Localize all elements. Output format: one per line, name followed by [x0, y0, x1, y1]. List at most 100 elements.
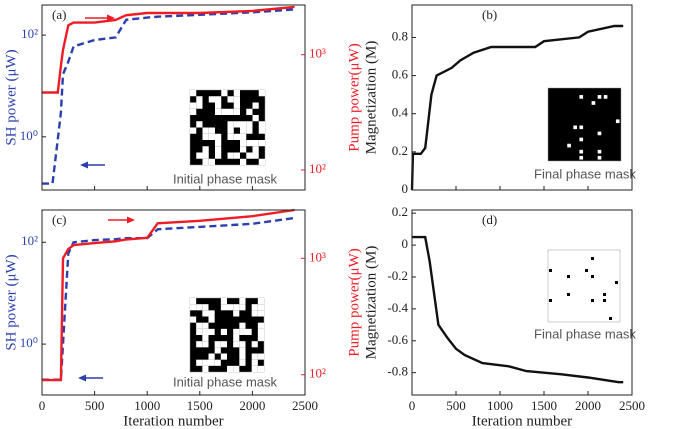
mask-pixel — [196, 102, 203, 109]
mask-pixel — [257, 304, 264, 311]
plot-frame — [41, 209, 306, 396]
mask-pixel — [251, 341, 258, 348]
mask-pixel — [220, 353, 227, 360]
mask-pixel — [258, 127, 265, 134]
y2-tick-label: 10² — [309, 366, 326, 381]
mask-pixel — [208, 127, 215, 134]
x-axis-label: Iteration number — [123, 413, 223, 429]
y-axis-label: Magnetization (M) — [363, 246, 379, 360]
mask-pixel — [202, 335, 209, 342]
mask-pixel — [245, 328, 252, 335]
mask-pixel — [579, 137, 584, 142]
mask-pixel — [190, 127, 197, 134]
mask-pixel — [233, 108, 240, 115]
mask-pixel — [227, 127, 234, 134]
mask-pixel — [233, 102, 240, 109]
panel-label: (a) — [52, 7, 66, 22]
mask-pixel — [202, 310, 209, 317]
mask-pixel — [220, 298, 227, 305]
y-axis-label: SH power (μW) — [3, 254, 19, 350]
mask-pixel — [579, 149, 584, 154]
mask-pixel — [252, 115, 259, 122]
mask-pixel — [257, 298, 264, 305]
mask-pixel — [202, 152, 209, 159]
mask-pixel — [567, 293, 570, 296]
panel-label: (b) — [482, 7, 497, 22]
mask-pixel — [239, 347, 246, 354]
mask-pixel — [208, 96, 215, 103]
plot-frame — [41, 4, 306, 191]
mask-pixel — [233, 152, 240, 159]
mask-pixel — [258, 140, 265, 147]
y-tick-label: 0.8 — [392, 28, 408, 43]
mask-pixel — [196, 359, 203, 366]
mask-pixel — [603, 299, 606, 302]
mask-pixel — [251, 365, 258, 372]
y-tick-label: 0.2 — [392, 143, 408, 158]
mask-pixel — [233, 365, 240, 372]
mask-pixel — [190, 298, 197, 305]
mask-pixel — [239, 322, 246, 329]
plot-frame — [411, 4, 633, 191]
y2-tick-label: 10³ — [309, 249, 326, 264]
mask-pixel — [202, 359, 209, 366]
panel-label: (c) — [52, 212, 66, 227]
mask-pixel — [196, 152, 203, 159]
mask-pixel — [549, 299, 552, 302]
mask-pixel — [567, 275, 570, 278]
y-axis-label: SH power (μW) — [3, 49, 19, 145]
mask-pixel — [240, 133, 247, 140]
y-tick-label: 10² — [21, 233, 38, 248]
mask-pixel — [239, 353, 246, 360]
x-tick-label: 2500 — [292, 398, 318, 413]
mask-pixel — [579, 125, 584, 130]
y-tick-label: 0.6 — [392, 67, 409, 82]
y-tick-label: -0.8 — [387, 364, 408, 379]
mask-pixel — [246, 152, 253, 159]
mask-pixel — [233, 90, 240, 97]
mask-pixel — [246, 127, 253, 134]
mask-pixel — [257, 322, 264, 329]
mask-pixel — [202, 322, 209, 329]
y2-tick-label: 10³ — [309, 46, 326, 61]
x-tick-label: 2000 — [239, 398, 265, 413]
mask-pixel — [609, 317, 612, 320]
mask-pixel — [597, 131, 602, 136]
mask-pixel — [597, 149, 602, 154]
mask-pixel — [258, 90, 265, 97]
mask-pixel — [615, 281, 618, 284]
x-tick-label: 2500 — [619, 398, 645, 413]
mask-pixel — [190, 90, 197, 97]
x-tick-label: 0 — [39, 398, 46, 413]
mask-pixel — [579, 95, 584, 99]
mask-pixel — [233, 341, 240, 348]
axis-arrow-head — [127, 216, 135, 224]
mask-pixel — [591, 299, 594, 302]
mask-pixel — [252, 102, 259, 109]
mask-pixel — [233, 310, 240, 317]
x-tick-label: 1500 — [187, 398, 213, 413]
mask-pixel — [233, 335, 240, 342]
mask-pixel — [258, 121, 265, 128]
mask-pixel — [567, 143, 571, 148]
mask-pixel — [257, 335, 264, 342]
mask-pixel — [190, 304, 197, 311]
mask-pixel — [246, 108, 253, 115]
data-line — [412, 235, 624, 384]
mask-pixel — [214, 341, 221, 348]
mask-pixel — [603, 293, 606, 296]
mask-pixel — [214, 347, 221, 354]
data-line — [410, 24, 624, 191]
mask-pixel — [202, 158, 209, 165]
mask-pixel — [190, 108, 197, 115]
mask-pixel — [257, 353, 264, 360]
mask-pixel — [591, 257, 594, 260]
mask-pixel — [227, 152, 234, 159]
inset-caption: Final phase mask — [534, 326, 636, 341]
y-tick-label: 0.2 — [392, 204, 408, 219]
x-tick-label: 1000 — [487, 398, 513, 413]
y-tick-label: -0.4 — [387, 300, 408, 315]
inset-caption: Initial phase mask — [173, 171, 278, 186]
mask-pixel — [208, 133, 215, 140]
